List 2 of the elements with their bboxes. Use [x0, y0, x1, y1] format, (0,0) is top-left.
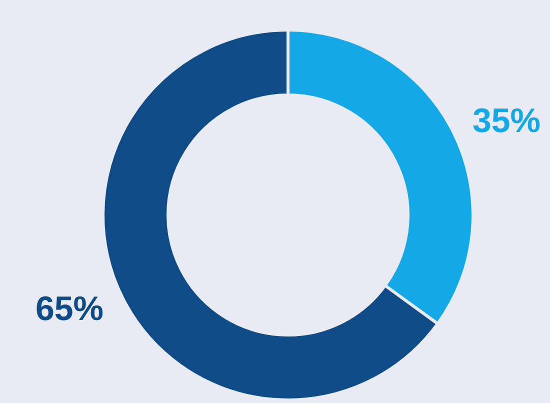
data-label: 65% — [36, 290, 104, 328]
data-label: 35% — [472, 102, 540, 140]
